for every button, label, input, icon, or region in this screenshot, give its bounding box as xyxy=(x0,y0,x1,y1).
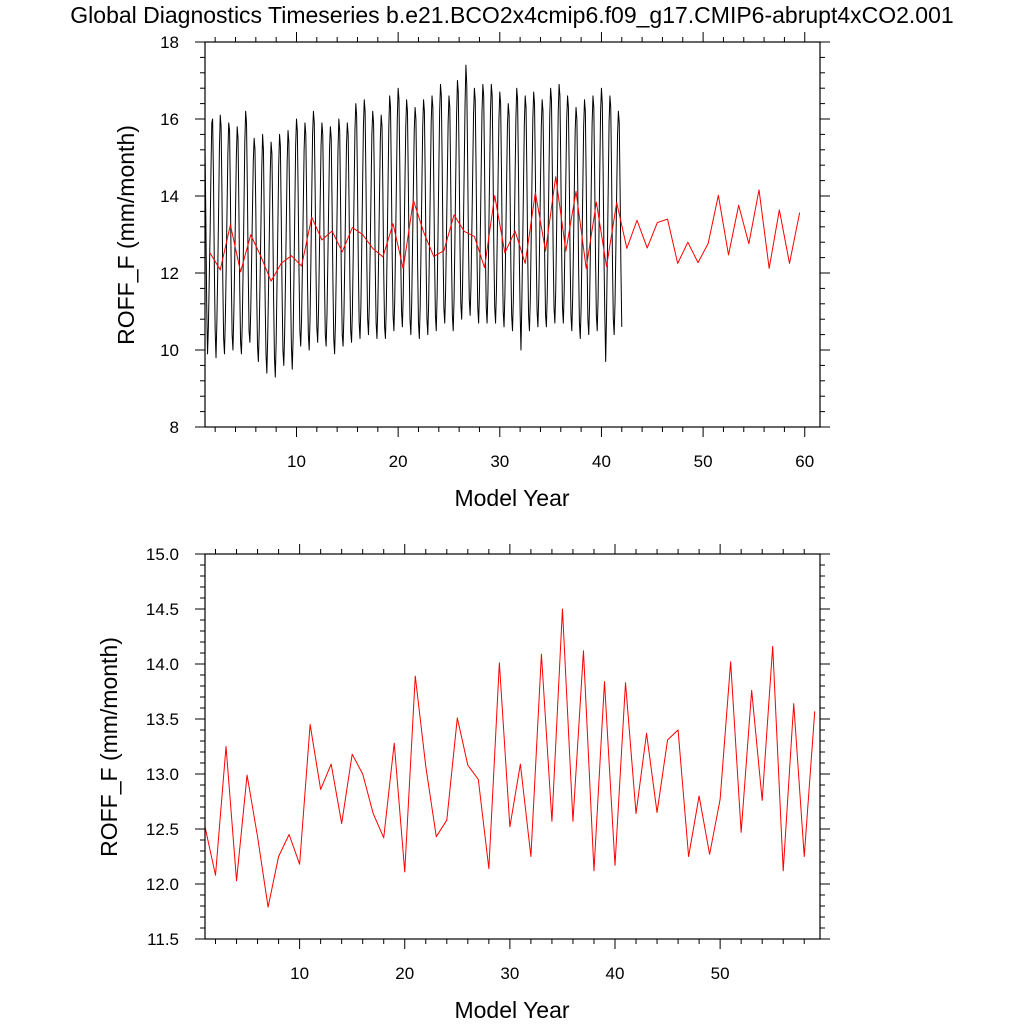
top-plot-frame xyxy=(204,41,821,428)
bottom-y-tick-label: 12.0 xyxy=(146,875,179,894)
top-y-tick-label: 10 xyxy=(160,341,179,360)
bottom-x-tick-label: 10 xyxy=(290,964,309,983)
top-y-axis-title: ROFF_F (mm/month) xyxy=(113,125,139,345)
bottom-y-axis-title: ROFF_F (mm/month) xyxy=(96,637,122,857)
top-x-tick-label: 50 xyxy=(694,452,713,471)
bottom-x-tick-label: 40 xyxy=(606,964,625,983)
top-y-tick-label: 18 xyxy=(160,33,179,52)
bottom-y-tick-label: 12.5 xyxy=(146,820,179,839)
top-x-tick-label: 20 xyxy=(389,452,408,471)
bottom-y-tick-label: 14.0 xyxy=(146,655,179,674)
bottom-panel: Model Year ROFF_F (mm/month) 11.5 12.0 12.… xyxy=(96,544,830,1023)
top-y-tick-label: 16 xyxy=(160,110,179,129)
top-series-annual xyxy=(209,176,801,282)
top-x-tick-label: 30 xyxy=(490,452,509,471)
top-series-monthly xyxy=(204,64,623,378)
figure-title: Global Diagnostics Timeseries b.e21.BCO2… xyxy=(70,2,954,28)
top-x-tick-label: 10 xyxy=(287,452,306,471)
top-y-tick-label: 14 xyxy=(160,187,179,206)
bottom-y-tick-label: 13.0 xyxy=(146,765,179,784)
top-x-tick-label: 40 xyxy=(592,452,611,471)
top-y-tick-label: 12 xyxy=(160,264,179,283)
top-y-tick-label: 8 xyxy=(170,418,179,437)
bottom-x-tick-label: 30 xyxy=(500,964,519,983)
bottom-y-tick-label: 14.5 xyxy=(146,600,179,619)
bottom-y-tick-label: 13.5 xyxy=(146,710,179,729)
bottom-x-tick-label: 50 xyxy=(711,964,730,983)
top-panel: Model Year ROFF_F (mm/month) 8 10 12 14 16 18… xyxy=(113,32,830,511)
bottom-y-tick-label: 11.5 xyxy=(147,930,179,949)
bottom-series-annual xyxy=(204,608,816,908)
bottom-x-axis-title: Model Year xyxy=(454,997,569,1023)
bottom-plot-frame xyxy=(204,553,821,940)
bottom-y-tick-label: 15.0 xyxy=(146,545,179,564)
top-x-axis-title: Model Year xyxy=(454,485,569,511)
top-x-tick-label: 60 xyxy=(795,452,814,471)
bottom-x-tick-label: 20 xyxy=(395,964,414,983)
